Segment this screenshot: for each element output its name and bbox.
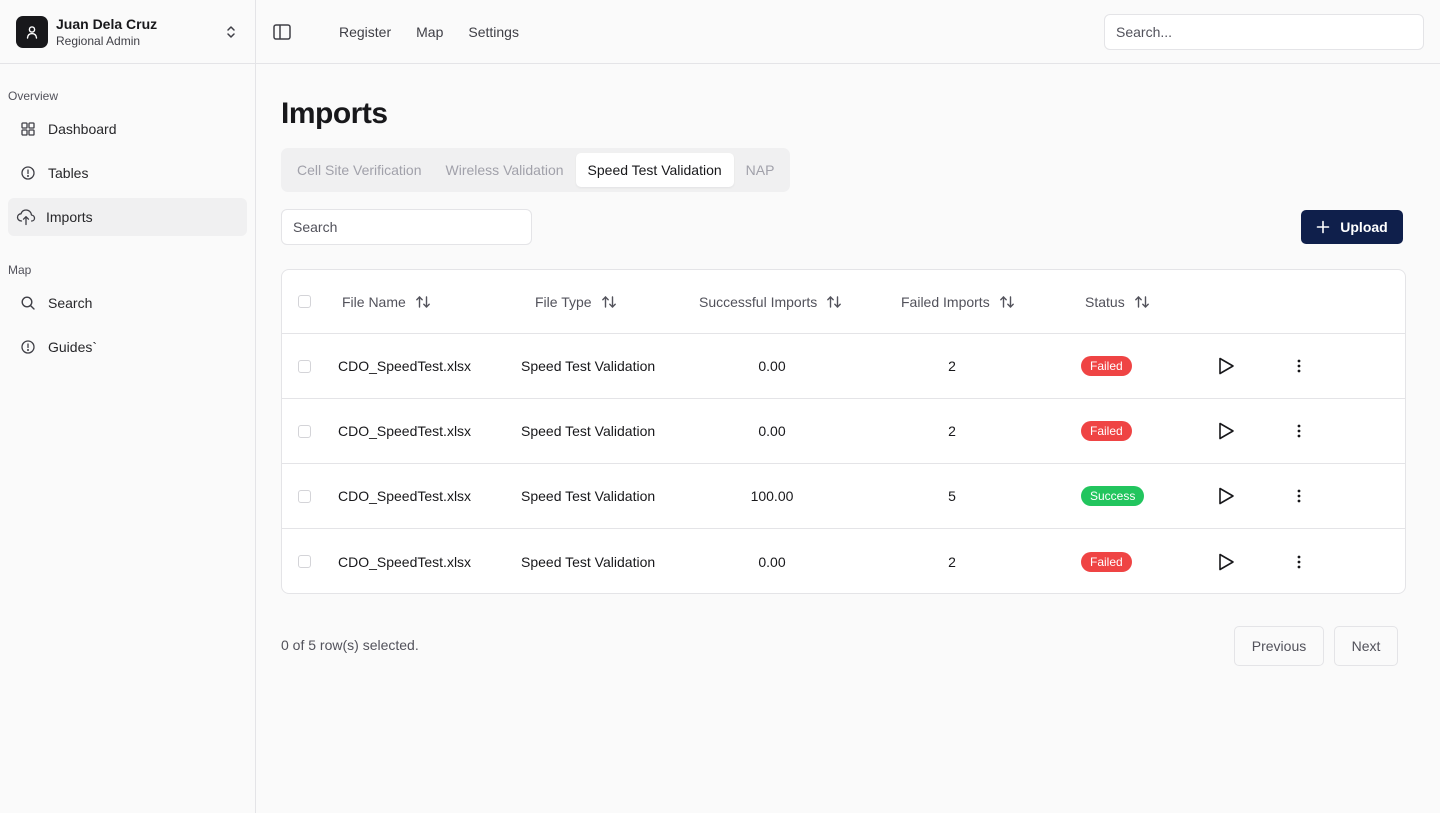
previous-button[interactable]: Previous [1234,626,1324,666]
sidebar-item-tables[interactable]: Tables [8,154,247,192]
sidebar-item-label: Tables [48,165,89,181]
table-row[interactable]: CDO_SpeedTest.xlsx Speed Test Validation… [282,399,1405,464]
user-name: Juan Dela Cruz [56,15,158,32]
upload-button-label: Upload [1340,219,1388,235]
sidebar-item-imports[interactable]: Imports [8,198,247,236]
topnav-register-link[interactable]: Register [339,24,392,40]
play-icon[interactable] [1216,399,1236,463]
user-role: Regional Admin [56,33,141,48]
top-nav: Register Map Settings [339,22,519,42]
successful-imports-cell: 0.00 [758,423,786,439]
table-search-input[interactable] [281,209,532,245]
successful-imports-cell: 0.00 [758,553,786,570]
sort-icon [826,295,842,309]
file-name-cell: CDO_SpeedTest.xlsx [338,423,472,439]
info-circle-icon [20,165,36,181]
status-badge: Failed [1081,356,1132,376]
more-vertical-icon[interactable] [1290,334,1308,398]
column-header-successful-imports[interactable]: Successful Imports [699,270,842,333]
grid-icon [20,121,36,137]
failed-imports-cell: 2 [948,358,956,374]
file-type-cell: Speed Test Validation [521,358,656,374]
sidebar-toggle-icon[interactable] [272,22,292,42]
successful-imports-cell: 100.00 [750,488,794,504]
global-search-input[interactable] [1104,14,1424,50]
file-type-cell: Speed Test Validation [521,488,656,504]
info-circle-icon [20,339,36,355]
column-header-file-name[interactable]: File Name [342,270,431,333]
sidebar-item-dashboard[interactable]: Dashboard [8,110,247,148]
upload-button[interactable]: Upload [1301,210,1403,244]
table-header-row: File Name File Type Successful Imports F… [282,270,1405,334]
row-checkbox[interactable] [298,424,311,438]
topbar: Register Map Settings [256,0,1440,64]
sidebar-item-label: Imports [46,209,93,225]
column-header-status[interactable]: Status [1085,270,1150,333]
sidebar-item-label: Dashboard [48,121,117,137]
column-header-file-type[interactable]: File Type [535,270,617,333]
nav-group-overview: Overview [8,89,59,103]
import-type-tabs: Cell Site Verification Wireless Validati… [281,148,791,192]
topnav-map-link[interactable]: Map [416,24,444,40]
failed-imports-cell: 5 [948,488,956,504]
file-type-cell: Speed Test Validation [521,553,656,570]
user-avatar-icon [16,15,48,48]
sort-icon [1134,295,1150,309]
selection-summary: 0 of 5 row(s) selected. [281,637,419,653]
sort-icon [601,295,617,309]
failed-imports-cell: 2 [948,553,956,570]
file-name-cell: CDO_SpeedTest.xlsx [338,358,472,374]
sidebar-item-guides[interactable]: Guides` [8,328,247,366]
sidebar-item-search[interactable]: Search [8,284,247,322]
play-icon[interactable] [1216,529,1236,593]
sort-icon [999,295,1015,309]
imports-table: File Name File Type Successful Imports F… [281,269,1406,594]
row-checkbox[interactable] [298,489,311,503]
cloud-upload-icon [16,209,36,226]
sort-icon [415,295,431,309]
status-badge: Failed [1081,551,1132,572]
file-type-cell: Speed Test Validation [521,423,656,439]
chevron-up-down-icon[interactable] [223,24,239,40]
tab-wireless-validation[interactable]: Wireless Validation [445,162,564,178]
topnav-settings-link[interactable]: Settings [468,24,519,40]
page-title: Imports [281,97,388,130]
tab-cell-site-verification[interactable]: Cell Site Verification [297,162,422,178]
failed-imports-cell: 2 [948,423,956,439]
file-name-cell: CDO_SpeedTest.xlsx [338,488,472,504]
successful-imports-cell: 0.00 [758,358,786,374]
nav-group-map: Map [8,263,32,277]
user-switcher[interactable]: Juan Dela Cruz Regional Admin [0,0,255,64]
select-all-checkbox[interactable] [298,295,311,308]
sidebar-item-label: Guides` [48,339,98,355]
more-vertical-icon[interactable] [1290,399,1308,463]
play-icon[interactable] [1216,334,1236,398]
row-checkbox[interactable] [298,555,311,568]
tab-speed-test-validation[interactable]: Speed Test Validation [575,153,734,187]
table-row[interactable]: CDO_SpeedTest.xlsx Speed Test Validation… [282,464,1405,529]
play-icon[interactable] [1216,464,1236,528]
file-name-cell: CDO_SpeedTest.xlsx [338,553,472,570]
table-row[interactable]: CDO_SpeedTest.xlsx Speed Test Validation… [282,334,1405,399]
more-vertical-icon[interactable] [1290,529,1308,593]
row-checkbox[interactable] [298,359,311,373]
plus-icon [1316,220,1330,234]
column-header-failed-imports[interactable]: Failed Imports [901,270,1015,333]
sidebar-item-label: Search [48,295,93,311]
tab-nap[interactable]: NAP [745,162,775,178]
sidebar: Juan Dela Cruz Regional Admin Overview D… [0,0,256,813]
next-button[interactable]: Next [1334,626,1398,666]
status-badge: Failed [1081,421,1132,441]
status-badge: Success [1081,486,1145,506]
table-row[interactable]: CDO_SpeedTest.xlsx Speed Test Validation… [282,529,1405,593]
search-icon [20,295,36,311]
more-vertical-icon[interactable] [1290,464,1308,528]
